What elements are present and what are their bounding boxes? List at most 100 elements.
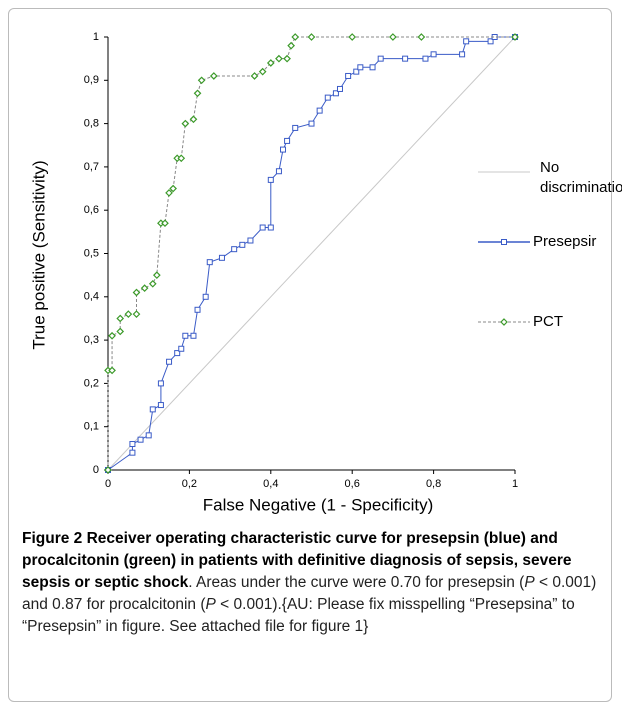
- x-tick-label: 1: [512, 478, 518, 490]
- point: [202, 293, 209, 300]
- point: [336, 85, 343, 92]
- caption-label: Figure 2: [22, 530, 83, 547]
- y-tick-label: 0,8: [84, 118, 99, 130]
- caption-text: P: [205, 596, 216, 613]
- point: [157, 402, 164, 409]
- point: [197, 76, 206, 85]
- point: [259, 224, 266, 231]
- point: [132, 310, 141, 318]
- point: [430, 51, 437, 58]
- point: [231, 246, 238, 253]
- point: [283, 54, 291, 63]
- point: [316, 107, 323, 114]
- point: [258, 67, 267, 76]
- point: [104, 466, 112, 474]
- y-tick-label: 0: [93, 464, 99, 476]
- y-tick-label: 0,9: [84, 74, 99, 86]
- point: [148, 279, 157, 288]
- x-axis-title: False Negative (1 - Specificity): [203, 495, 434, 514]
- point: [206, 259, 213, 266]
- y-axis-title: True positive (Sensitivity): [29, 160, 48, 349]
- point: [267, 224, 274, 231]
- point: [209, 72, 218, 80]
- point: [487, 38, 494, 45]
- point: [157, 380, 164, 387]
- y-tick-label: 0,2: [84, 377, 99, 389]
- legend-label: PCT: [533, 313, 563, 330]
- point: [132, 288, 141, 297]
- figure-frame: [8, 8, 612, 702]
- caption: Figure 2 Receiver operating characterist…: [22, 530, 597, 635]
- point: [287, 41, 295, 50]
- point: [194, 306, 201, 313]
- point: [174, 350, 181, 357]
- point: [108, 331, 116, 340]
- point: [161, 219, 169, 228]
- point: [348, 33, 357, 41]
- point: [116, 327, 125, 336]
- point: [116, 314, 125, 323]
- point: [152, 271, 161, 279]
- point: [389, 33, 397, 41]
- y-tick-label: 0,3: [84, 334, 99, 346]
- caption-text: Areas under the curve were 0.70 for pres…: [196, 574, 525, 591]
- series-line: [107, 36, 516, 471]
- x-tick-label: 0,2: [182, 478, 197, 490]
- point: [422, 55, 429, 62]
- point: [377, 55, 384, 62]
- point: [402, 55, 409, 62]
- point: [324, 94, 331, 101]
- point: [140, 284, 149, 292]
- caption-text: P: [524, 574, 535, 591]
- y-tick-label: 1: [93, 31, 99, 43]
- point: [345, 72, 352, 79]
- point: [124, 310, 133, 318]
- x-tick-label: 0,8: [426, 478, 441, 490]
- x-tick-label: 0: [105, 478, 111, 490]
- point: [182, 332, 189, 339]
- y-tick-label: 0,7: [84, 161, 99, 173]
- caption-text: < 0.001).{AU: Please fix misspelling “Pr…: [22, 596, 575, 635]
- point: [129, 441, 136, 448]
- point: [332, 90, 339, 97]
- point: [165, 189, 173, 197]
- caption-text: < 0.001) and 0.87 for procalcitonin (: [22, 574, 597, 613]
- point: [247, 237, 254, 244]
- legend-label: Presepsir: [533, 233, 596, 250]
- point: [463, 38, 470, 45]
- point: [239, 241, 246, 248]
- point: [149, 406, 156, 413]
- point: [166, 358, 173, 365]
- point: [357, 64, 364, 71]
- x-tick-label: 0,4: [263, 478, 278, 490]
- y-tick-label: 0,1: [84, 421, 99, 433]
- point: [307, 33, 316, 41]
- legend-label: No discrimination: [540, 159, 622, 196]
- point: [169, 184, 177, 193]
- point: [181, 119, 190, 128]
- point: [178, 345, 185, 352]
- point: [193, 89, 202, 98]
- point: [108, 366, 116, 375]
- point: [190, 332, 197, 339]
- legend-marker: [501, 239, 507, 245]
- point: [129, 449, 136, 456]
- point: [266, 59, 275, 67]
- series-line: [107, 36, 515, 470]
- point: [218, 254, 225, 261]
- point: [308, 120, 315, 127]
- point: [250, 72, 259, 80]
- point: [145, 432, 152, 439]
- y-tick-label: 0,4: [84, 291, 99, 303]
- point: [459, 51, 466, 58]
- point: [275, 54, 283, 63]
- point: [275, 168, 282, 175]
- caption-title: Receiver operating characteristic curve …: [22, 530, 572, 591]
- point: [511, 33, 519, 41]
- point: [417, 33, 426, 41]
- point: [137, 436, 144, 443]
- y-tick-label: 0,6: [84, 204, 99, 216]
- point: [284, 137, 291, 144]
- x-tick-label: 0,6: [345, 478, 360, 490]
